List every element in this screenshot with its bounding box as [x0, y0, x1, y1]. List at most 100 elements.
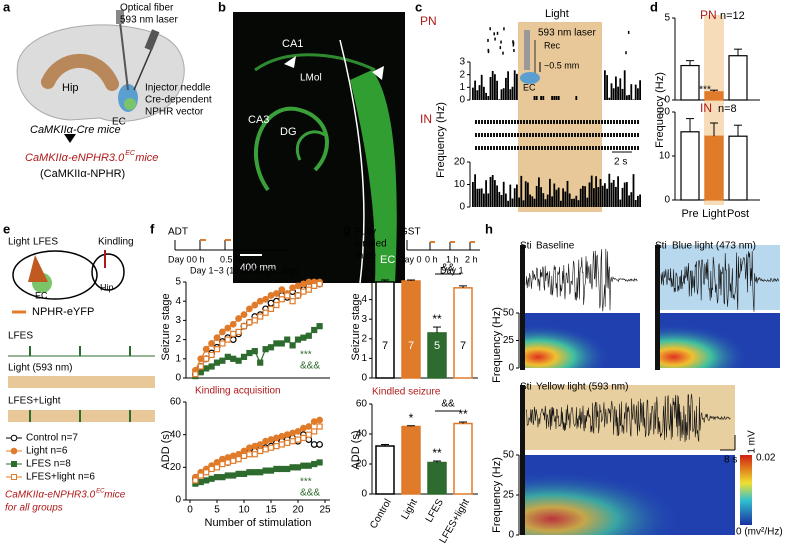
- panel-label: h: [485, 221, 493, 236]
- marker: [262, 467, 269, 474]
- y-tick-label: 40: [356, 429, 368, 440]
- y-tick-label: 0: [175, 495, 181, 506]
- marker: [251, 442, 259, 450]
- histogram-bin: [582, 185, 584, 207]
- histogram-bin: [571, 198, 573, 207]
- spike: [538, 133, 540, 137]
- label: 0 (mv²/Hz): [736, 527, 783, 538]
- label: 0 h: [192, 254, 205, 264]
- spike: [625, 146, 627, 150]
- spike: [574, 146, 576, 150]
- spike: [598, 146, 600, 150]
- spike: [544, 133, 546, 137]
- histogram-bin: [496, 185, 498, 207]
- y-tick-label: 4: [361, 294, 367, 305]
- spike: [598, 133, 600, 137]
- histogram-bin: [557, 96, 560, 100]
- histogram-bin: [487, 193, 490, 207]
- marker: [294, 428, 302, 435]
- spike: [499, 146, 501, 150]
- spike: [559, 146, 561, 150]
- marker: [240, 470, 248, 477]
- marker: [262, 309, 269, 316]
- marker: [251, 451, 258, 458]
- spike: [553, 146, 555, 150]
- histogram-bin: [615, 186, 617, 207]
- histogram-bin: [639, 194, 641, 207]
- y-tick-label: 20: [454, 157, 466, 168]
- marker: [246, 349, 253, 357]
- histogram-bin: [542, 193, 545, 207]
- marker: [208, 465, 215, 473]
- marker: [235, 470, 242, 477]
- significance: &&&: [300, 488, 320, 499]
- bar: [728, 55, 748, 101]
- label: Day 0: [168, 254, 192, 264]
- marker: [300, 280, 307, 288]
- marker: [316, 459, 323, 466]
- legend-label: LFES+light n=6: [26, 472, 95, 483]
- spike: [499, 46, 502, 50]
- spike: [610, 133, 612, 137]
- marker: [316, 423, 323, 430]
- bar: [453, 422, 473, 495]
- histogram-bin: [610, 182, 613, 207]
- bar: [704, 135, 724, 201]
- spike: [547, 146, 549, 150]
- y-tick-label: 60: [170, 397, 182, 408]
- marker: [245, 305, 253, 313]
- marker: [256, 297, 264, 305]
- marker: [203, 477, 210, 484]
- y-tick-label: 60: [356, 399, 368, 410]
- spike: [512, 43, 515, 47]
- marker: [262, 295, 270, 303]
- marker: [219, 474, 226, 481]
- label: 593 nm laser: [538, 28, 596, 39]
- label: EC: [112, 117, 126, 128]
- x-tick-label: 0: [187, 505, 193, 516]
- spike: [493, 146, 495, 150]
- spike: [478, 133, 480, 137]
- histogram-bin: [623, 70, 626, 100]
- spike: [484, 146, 486, 150]
- histogram-bin: [520, 175, 523, 207]
- y-tick-label: 1: [459, 82, 465, 93]
- label: Light: [545, 8, 569, 20]
- spike: [574, 120, 576, 124]
- marker: [229, 320, 237, 328]
- marker: [246, 451, 253, 458]
- brain-outline: [12, 250, 98, 300]
- marker: [316, 280, 323, 288]
- spike: [481, 133, 483, 137]
- spike: [475, 133, 477, 137]
- histogram-bin: [483, 86, 485, 100]
- histogram-bin: [533, 96, 536, 100]
- marker: [267, 444, 275, 451]
- histogram-bin: [509, 89, 512, 100]
- spike: [577, 120, 579, 124]
- spike: [613, 146, 615, 150]
- spike: [628, 120, 630, 124]
- histogram-bin: [546, 194, 549, 207]
- marker: [240, 353, 248, 360]
- histogram-bin: [617, 176, 619, 207]
- y-tick-label: 0: [361, 489, 367, 500]
- spike: [532, 146, 534, 150]
- spike: [562, 133, 564, 137]
- marker: [267, 467, 275, 474]
- spike: [610, 120, 612, 124]
- label: mice: [355, 251, 377, 262]
- label: Sti: [520, 382, 532, 393]
- histogram-bin: [472, 181, 474, 207]
- marker: [278, 286, 286, 294]
- spike: [616, 146, 618, 150]
- x-tick-label: Pre: [681, 208, 698, 220]
- marker: [284, 465, 291, 473]
- spike: [511, 133, 513, 137]
- spike: [475, 120, 477, 124]
- marker: [311, 460, 318, 468]
- histogram-bin: [513, 70, 516, 100]
- marker: [278, 441, 285, 448]
- x-tick-label: 20: [292, 505, 304, 516]
